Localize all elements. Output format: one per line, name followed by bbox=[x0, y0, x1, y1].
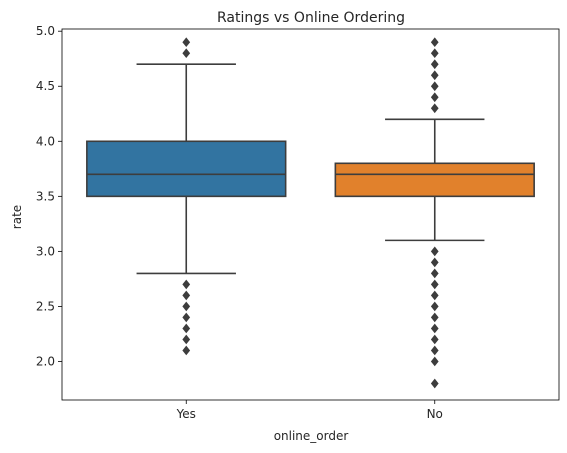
box-yes bbox=[86, 140, 287, 198]
box-no bbox=[334, 162, 535, 198]
plot-frame bbox=[61, 28, 560, 401]
outlier-point-no bbox=[430, 257, 439, 268]
outlier-point-yes bbox=[182, 290, 191, 301]
outlier-point-no bbox=[430, 246, 439, 257]
outlier-point-yes bbox=[182, 334, 191, 345]
outlier-point-yes bbox=[182, 37, 191, 48]
chart-title: Ratings vs Online Ordering bbox=[217, 10, 405, 26]
outlier-point-no bbox=[430, 290, 439, 301]
outlier-point-no bbox=[430, 37, 439, 48]
outlier-point-no bbox=[430, 356, 439, 367]
outlier-point-no bbox=[430, 268, 439, 279]
outlier-point-no bbox=[430, 378, 439, 389]
outlier-point-no bbox=[430, 279, 439, 290]
y-tick-label: 2.0 bbox=[36, 354, 55, 368]
x-tick-label: Yes bbox=[176, 407, 196, 421]
x-tick-label: No bbox=[427, 407, 443, 421]
outlier-point-no bbox=[430, 48, 439, 59]
y-axis-label: rate bbox=[10, 205, 24, 229]
outlier-point-no bbox=[430, 345, 439, 356]
y-tick-label: 3.5 bbox=[36, 189, 55, 203]
outlier-point-no bbox=[430, 323, 439, 334]
outlier-point-no bbox=[430, 81, 439, 92]
y-tick-label: 5.0 bbox=[36, 24, 55, 38]
outlier-point-yes bbox=[182, 279, 191, 290]
outlier-point-no bbox=[430, 334, 439, 345]
outlier-point-no bbox=[430, 312, 439, 323]
outlier-point-yes bbox=[182, 323, 191, 334]
y-tick-label: 3.0 bbox=[36, 244, 55, 258]
outlier-point-no bbox=[430, 92, 439, 103]
plot-area: 2.0 2.5 3.0 3.5 4.0 4.5 5.0 Yes No bbox=[36, 24, 560, 421]
y-tick-label: 2.5 bbox=[36, 299, 55, 313]
outlier-point-no bbox=[430, 103, 439, 114]
y-tick-label: 4.5 bbox=[36, 79, 55, 93]
outlier-point-yes bbox=[182, 48, 191, 59]
x-axis-label: online_order bbox=[274, 429, 349, 443]
outlier-point-no bbox=[430, 70, 439, 81]
outlier-point-yes bbox=[182, 345, 191, 356]
outlier-point-yes bbox=[182, 301, 191, 312]
outlier-point-no bbox=[430, 59, 439, 70]
outlier-point-no bbox=[430, 301, 439, 312]
outlier-point-yes bbox=[182, 312, 191, 323]
y-tick-label: 4.0 bbox=[36, 134, 55, 148]
